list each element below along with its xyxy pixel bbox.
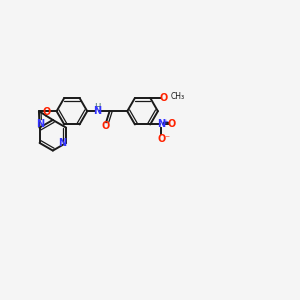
- Text: ⁻: ⁻: [164, 134, 169, 144]
- Text: O: O: [157, 134, 166, 144]
- Text: O: O: [42, 107, 50, 117]
- Text: N: N: [158, 119, 166, 130]
- Text: O: O: [159, 93, 168, 103]
- Text: N: N: [58, 138, 67, 148]
- Text: H: H: [94, 103, 101, 112]
- Text: N: N: [93, 106, 101, 116]
- Text: O: O: [102, 121, 110, 131]
- Text: O: O: [167, 119, 175, 130]
- Text: N: N: [36, 118, 44, 129]
- Text: CH₃: CH₃: [171, 92, 185, 101]
- Text: +: +: [162, 119, 168, 125]
